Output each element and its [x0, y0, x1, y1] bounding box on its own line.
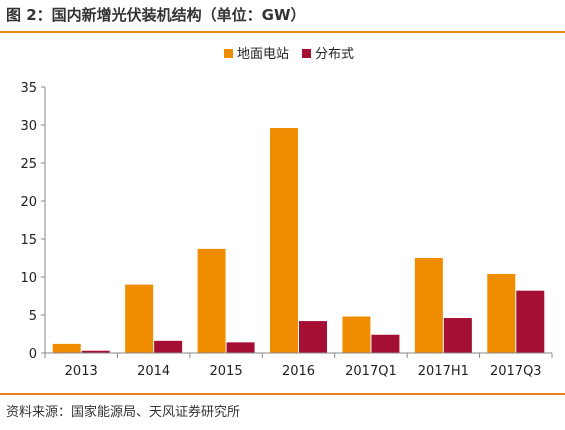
bar-ground — [125, 284, 154, 353]
y-tick-label: 5 — [29, 309, 37, 324]
figure-header: 图 2：国内新增光伏装机结构（单位：GW） — [0, 0, 565, 30]
legend-label: 分布式 — [315, 47, 354, 62]
bar-distributed — [81, 350, 110, 353]
x-tick-label: 2016 — [282, 364, 315, 379]
bar-ground — [197, 248, 226, 353]
legend-swatch — [302, 49, 311, 58]
y-tick-label: 35 — [20, 81, 37, 96]
x-tick-label: 2017Q3 — [490, 364, 542, 379]
source-divider — [0, 393, 565, 395]
y-tick-label: 0 — [29, 347, 37, 362]
figure-source: 资料来源：国家能源局、天风证券研究所 — [6, 405, 241, 420]
figure-title: 图 2：国内新增光伏装机结构（单位：GW） — [6, 6, 306, 24]
x-axis: 2013 2014 2015 2016 2017Q1 2017H1 2017Q3 — [44, 352, 553, 379]
bar-distributed — [299, 321, 327, 353]
y-tick-label: 15 — [20, 233, 37, 248]
y-tick-label: 10 — [20, 271, 37, 286]
y-tick-label: 20 — [20, 195, 37, 210]
bar-ground — [487, 273, 516, 353]
bar-distributed — [154, 340, 183, 353]
chart-legend: 地面电站 分布式 — [224, 47, 354, 62]
bars — [52, 128, 545, 353]
x-tick-label: 2017Q1 — [345, 364, 397, 379]
bar-ground — [342, 316, 371, 353]
x-tick-label: 2017H1 — [418, 364, 469, 379]
title-underline — [0, 31, 565, 33]
bar-distributed — [443, 318, 472, 353]
bar-ground — [52, 343, 81, 353]
chart-container: 地面电站 分布式 0 5 10 15 20 25 30 35 2013 2014 2015 2016 2… — [0, 34, 565, 390]
bar-ground — [270, 128, 298, 353]
x-tick-label: 2013 — [65, 364, 98, 379]
x-tick-label: 2014 — [137, 364, 170, 379]
legend-label: 地面电站 — [237, 47, 289, 62]
y-axis: 0 5 10 15 20 25 30 35 — [20, 81, 46, 362]
bar-distributed — [516, 290, 545, 353]
legend-swatch — [224, 49, 233, 58]
x-tick-label: 2015 — [210, 364, 243, 379]
bar-distributed — [226, 342, 255, 353]
y-tick-label: 25 — [20, 157, 37, 172]
bar-ground — [414, 258, 443, 353]
bar-distributed — [371, 334, 400, 353]
y-tick-label: 30 — [20, 119, 37, 134]
